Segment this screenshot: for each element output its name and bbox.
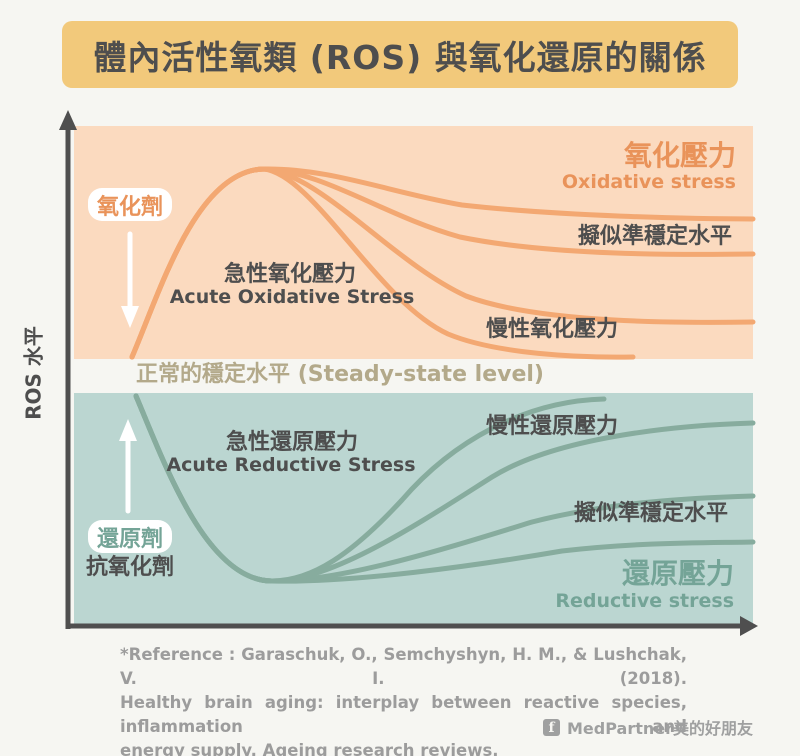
reductant-pill-badge: 還原劑	[88, 520, 172, 553]
oxidant-pill-badge: 氧化劑	[88, 188, 172, 221]
oxidant-label: 氧化劑	[96, 194, 163, 220]
oxidative-quasi-steady-label: 擬似準穩定水平	[577, 224, 732, 249]
oxidative-zone-title-en: Oxidative stress	[561, 171, 736, 193]
reference-text: *Reference : Garaschuk, O., Semchyshyn, …	[120, 643, 687, 756]
reductive-zone-title-en: Reductive stress	[555, 590, 734, 612]
chronic-oxidative-stress-label: 慢性氧化壓力	[485, 317, 619, 342]
antioxidant-label: 抗氧化劑	[86, 555, 175, 580]
acute-reductive-stress-label-en: Acute Reductive Stress	[166, 454, 416, 476]
title-banner: 體內活性氧類 (ROS) 與氧化還原的關係	[62, 21, 738, 88]
reductive-curve-quasi-steady-2	[133, 393, 756, 584]
steady-state-level-label: 正常的穩定水平 (Steady-state level)	[136, 362, 544, 387]
reductive-quasi-steady-label: 擬似準穩定水平	[573, 501, 728, 526]
y-axis-arrowhead-icon	[59, 110, 77, 130]
brand-name: MedPartner美的好朋友	[567, 719, 753, 738]
x-axis-arrowhead-icon	[740, 616, 758, 636]
reductive-zone-title-zh: 還原壓力	[621, 557, 734, 590]
acute-reductive-stress-label-zh: 急性還原壓力	[225, 430, 359, 455]
acute-oxidative-stress-label-en: Acute Oxidative Stress	[169, 286, 415, 308]
oxidative-curves	[129, 166, 756, 360]
reductant-label: 還原劑	[96, 526, 163, 552]
oxidative-curve-recovery	[129, 166, 636, 360]
brand-attribution: f MedPartner美的好朋友	[543, 715, 753, 739]
page-title: 體內活性氧類 (ROS) 與氧化還原的關係	[93, 37, 707, 77]
reference-line-1: *Reference : Garaschuk, O., Semchyshyn, …	[120, 645, 687, 688]
reductive-curves	[133, 393, 756, 584]
oxidant-down-arrow-icon	[121, 231, 139, 328]
reference-line-3: energy supply. Ageing research reviews.	[120, 741, 499, 756]
acute-oxidative-stress-label-zh: 急性氧化壓力	[223, 262, 357, 287]
reductant-up-arrow-icon	[119, 419, 137, 514]
chronic-reductive-stress-label: 慢性還原壓力	[485, 414, 619, 439]
facebook-icon: f	[543, 718, 560, 736]
facebook-icon-letter: f	[548, 719, 555, 736]
oxidative-zone-title-zh: 氧化壓力	[623, 139, 736, 172]
y-axis-label: ROS 水平	[21, 326, 46, 420]
